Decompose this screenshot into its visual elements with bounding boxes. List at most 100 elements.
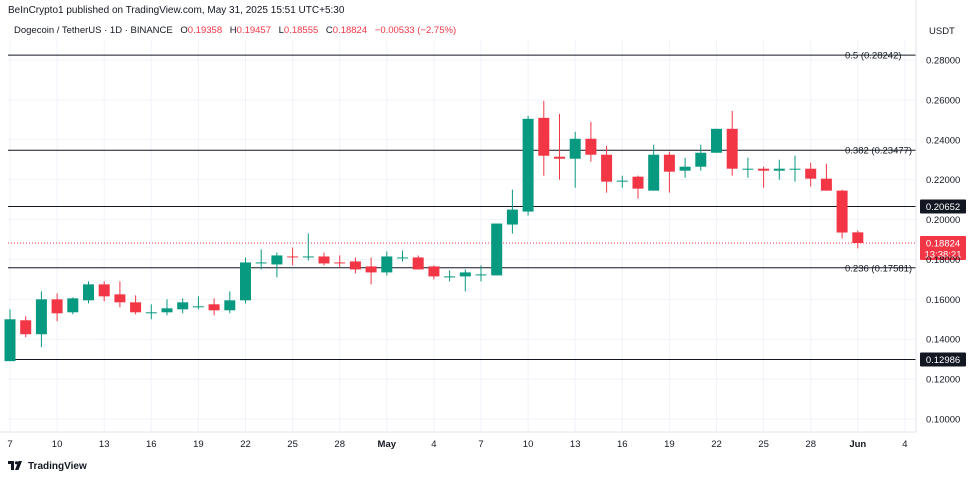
candle-body — [601, 154, 613, 182]
candle-body — [397, 257, 408, 259]
candle-body — [679, 166, 691, 171]
candle-body — [255, 262, 267, 264]
x-tick-label: 10 — [52, 439, 63, 450]
candle-body — [4, 319, 16, 362]
candle-body — [287, 256, 299, 258]
symbol-name: Dogecoin / TetherUS · 1D · BINANCE — [14, 25, 173, 36]
candle-body — [334, 262, 346, 264]
candle-body — [726, 128, 738, 169]
candle-body — [349, 261, 361, 270]
y-tick-label: 0.20000 — [926, 215, 960, 226]
candle-body — [428, 266, 440, 277]
x-tick-label: 28 — [334, 439, 345, 450]
grid — [8, 40, 916, 432]
y-tick-label: 0.22000 — [926, 175, 960, 186]
x-tick-label: 13 — [570, 439, 581, 450]
candle-body — [506, 209, 518, 225]
candle-body — [491, 223, 503, 276]
fib-level-label: 0.236 (0.17581) — [845, 263, 912, 274]
fib-level-label: 0.5 (0.28242) — [845, 51, 902, 62]
candle-body — [554, 156, 565, 159]
y-tick-label: 0.14000 — [926, 335, 960, 346]
candle-body — [412, 257, 424, 270]
candle-body — [161, 308, 173, 313]
candle-body — [177, 302, 189, 310]
x-tick-label: 25 — [758, 439, 769, 450]
open-value: 0.19358 — [187, 25, 223, 36]
publisher-caption: BeInCrypto1 published on TradingView.com… — [8, 5, 345, 16]
y-tick-label: 0.16000 — [926, 295, 960, 306]
candle-body — [459, 272, 471, 277]
countdown-label: 13:38:21 — [925, 250, 962, 261]
open-label: O — [180, 25, 188, 36]
candle-body — [271, 255, 283, 265]
candle-body — [569, 138, 581, 159]
x-tick-label: 19 — [193, 439, 204, 450]
last-price-label: 0.18824 — [926, 239, 960, 250]
close-label: C — [325, 25, 333, 36]
candle-body — [35, 299, 47, 335]
candle-body — [67, 298, 79, 313]
candle-body — [616, 180, 628, 182]
y-tick-label: 0.24000 — [926, 135, 960, 146]
candle-body — [208, 304, 220, 311]
candle-body — [538, 117, 550, 156]
fib-level-badge-label: 0.20652 — [926, 202, 960, 213]
high-label: H — [229, 25, 237, 36]
x-tick-label: May — [378, 439, 397, 450]
candle-body — [302, 256, 314, 258]
fib-levels: 0.5 (0.28242) 0.382 (0.23477) 0.20652 0.236… — [8, 51, 966, 367]
candle-body — [522, 118, 534, 212]
x-tick-label: 7 — [7, 439, 12, 450]
tradingview-brand[interactable]: TradingView — [8, 459, 87, 473]
candle-body — [663, 154, 675, 172]
candle-body — [820, 178, 832, 191]
fib-level-badge — [920, 199, 966, 214]
x-tick-label: 28 — [805, 439, 816, 450]
x-tick-label: Jun — [849, 439, 866, 450]
candle-body — [475, 274, 487, 276]
currency-label[interactable]: USDT — [929, 26, 955, 37]
candle-body — [114, 294, 126, 303]
y-tick-label: 0.12000 — [926, 375, 960, 386]
low-value: 0.18555 — [283, 25, 319, 36]
fib-level-label: 0.382 (0.23477) — [845, 146, 912, 157]
candle-body — [365, 266, 377, 273]
candle-body — [51, 299, 63, 314]
candle-body — [711, 128, 722, 153]
fib-level-badge-label: 0.12986 — [926, 355, 960, 366]
fib-level-badge — [920, 352, 966, 367]
x-tick-label: 13 — [99, 439, 110, 450]
candle-body — [20, 320, 32, 335]
candle-body — [224, 300, 236, 311]
candle-body — [758, 168, 770, 171]
x-tick-label: 25 — [287, 439, 298, 450]
x-tick-label: 22 — [240, 439, 251, 450]
tradingview-logo-icon — [8, 459, 24, 473]
candle-body — [192, 306, 204, 308]
candle-body — [240, 262, 251, 301]
low-label: L — [278, 25, 284, 36]
x-tick-label: 16 — [146, 439, 157, 450]
x-tick-label: 7 — [478, 439, 483, 450]
candle-body — [695, 152, 707, 167]
high-value: 0.19457 — [236, 25, 271, 36]
change-value: −0.00533 (−2.75%) — [374, 25, 457, 36]
x-tick-label: 19 — [664, 439, 675, 450]
candle-body — [381, 256, 393, 273]
y-tick-label: 0.10000 — [926, 415, 960, 426]
candle-body — [444, 276, 456, 278]
x-tick-label: 22 — [711, 439, 722, 450]
close-value: 0.18824 — [332, 25, 368, 36]
y-tick-label: 0.28000 — [926, 56, 960, 67]
y-tick-label: 0.18000 — [926, 255, 960, 266]
candle-body — [83, 284, 94, 301]
candle-body — [789, 168, 801, 170]
candle-body — [852, 232, 864, 244]
candle-body — [632, 176, 644, 189]
candles — [4, 100, 864, 362]
axes: 0.28000 0.26000 0.24000 0.22000 0.20000 0.180… — [0, 0, 960, 450]
candle-body — [318, 256, 330, 264]
y-tick-label: 0.26000 — [926, 95, 960, 106]
